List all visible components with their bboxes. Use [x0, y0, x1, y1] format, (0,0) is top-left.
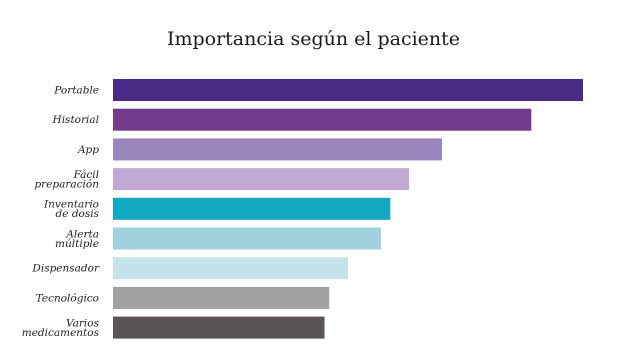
category-label: App: [77, 144, 99, 156]
bar-tecnológico: [113, 286, 330, 309]
category-label: Fácil preparación: [34, 169, 99, 191]
category-label: Varios medicamentos: [22, 317, 100, 339]
bar-portable: [113, 79, 583, 101]
bar-app: [113, 138, 442, 161]
category-label: Tecnológico: [36, 292, 99, 304]
category-label: Dispensador: [31, 263, 100, 275]
category-label: Historial: [52, 114, 99, 126]
bar-historial: [113, 108, 532, 131]
category-label: Alerta múltiple: [55, 228, 99, 250]
bar-fácil-preparación: [113, 168, 410, 191]
category-label: Inventario de dosis: [43, 199, 100, 221]
bar-inventario-de-dosis: [113, 197, 391, 220]
bar-dispensador: [113, 257, 348, 280]
category-labels: Portable Historial App Fácil preparación Inve…: [22, 85, 100, 339]
bar-varios-medicamentos: [113, 316, 325, 339]
chart-title: Importancia según el paciente: [166, 28, 461, 50]
category-label: Portable: [53, 85, 99, 97]
bar-alerta-múltiple: [113, 227, 381, 250]
bars: [113, 79, 583, 339]
